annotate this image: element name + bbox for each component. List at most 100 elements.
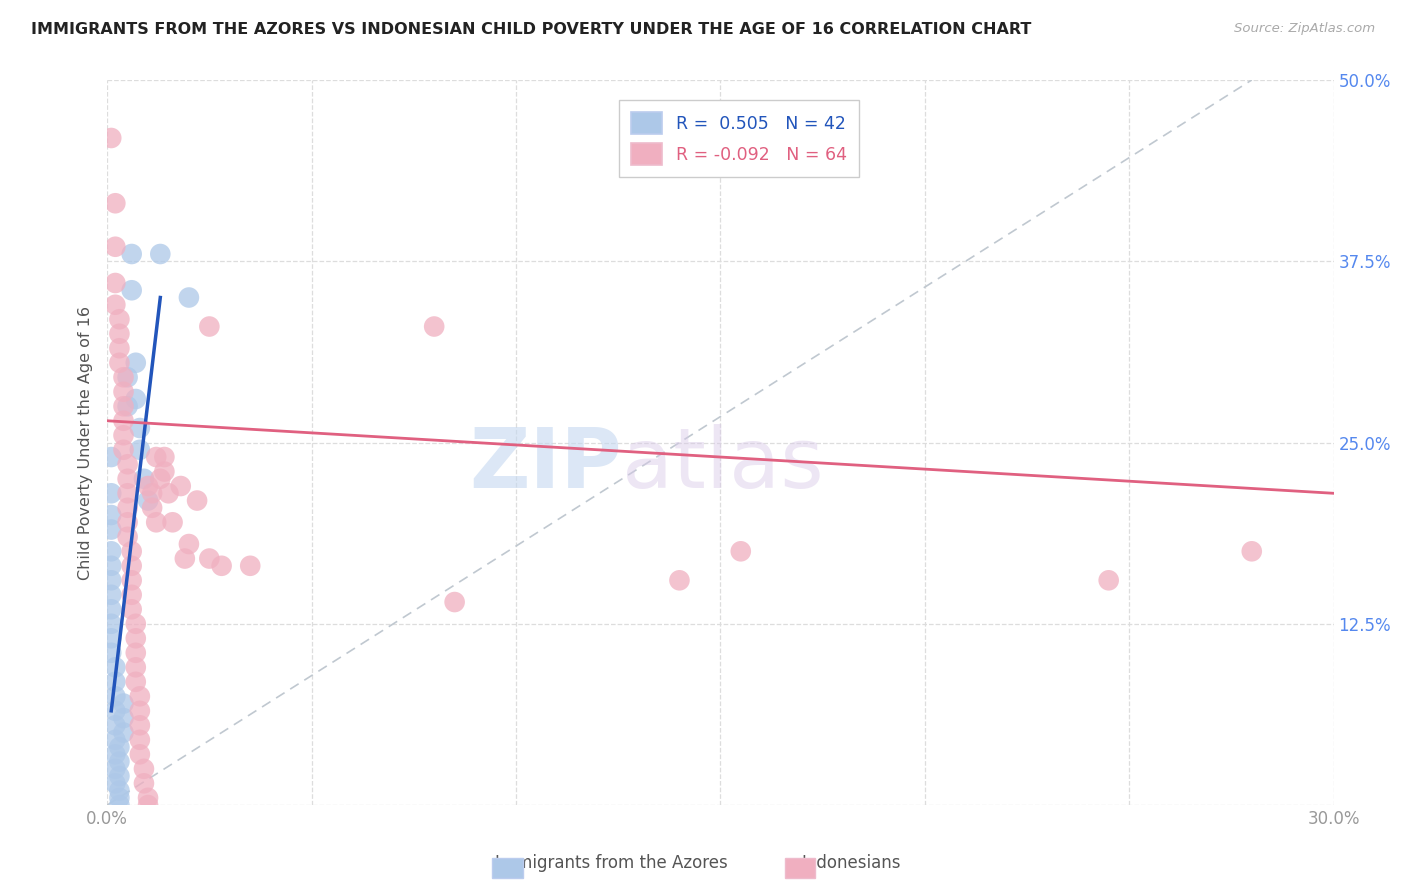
Point bbox=[121, 588, 143, 602]
Point bbox=[100, 486, 122, 500]
Point bbox=[117, 399, 139, 413]
Point bbox=[112, 414, 135, 428]
Point bbox=[112, 370, 135, 384]
Point bbox=[112, 384, 135, 399]
Point bbox=[125, 674, 148, 689]
Y-axis label: Child Poverty Under the Age of 16: Child Poverty Under the Age of 16 bbox=[79, 306, 93, 580]
Point bbox=[125, 660, 148, 674]
Point bbox=[108, 312, 131, 326]
Point bbox=[121, 283, 143, 297]
Point bbox=[125, 392, 148, 406]
Point bbox=[104, 718, 127, 732]
Point bbox=[186, 493, 208, 508]
Point bbox=[100, 544, 122, 558]
Point bbox=[104, 776, 127, 790]
Point bbox=[100, 616, 122, 631]
Point bbox=[112, 725, 135, 739]
Point bbox=[668, 574, 690, 588]
Point bbox=[104, 762, 127, 776]
Point bbox=[132, 762, 155, 776]
Point bbox=[100, 558, 122, 573]
Point bbox=[153, 465, 176, 479]
Point bbox=[141, 486, 163, 500]
Point bbox=[145, 516, 167, 530]
Point bbox=[108, 326, 131, 341]
Point bbox=[136, 798, 159, 813]
Point bbox=[121, 558, 143, 573]
Point bbox=[117, 500, 139, 515]
Point bbox=[112, 442, 135, 457]
Point bbox=[177, 537, 200, 551]
Point bbox=[141, 500, 163, 515]
Point bbox=[117, 370, 139, 384]
Point bbox=[128, 442, 150, 457]
Point bbox=[100, 508, 122, 522]
Point bbox=[136, 493, 159, 508]
Point bbox=[104, 732, 127, 747]
Point bbox=[104, 747, 127, 762]
Point bbox=[132, 472, 155, 486]
Point bbox=[125, 356, 148, 370]
Point bbox=[121, 544, 143, 558]
Text: IMMIGRANTS FROM THE AZORES VS INDONESIAN CHILD POVERTY UNDER THE AGE OF 16 CORRE: IMMIGRANTS FROM THE AZORES VS INDONESIAN… bbox=[31, 22, 1032, 37]
Point bbox=[117, 530, 139, 544]
Point bbox=[173, 551, 195, 566]
Point bbox=[104, 704, 127, 718]
Point bbox=[170, 479, 193, 493]
Point bbox=[104, 690, 127, 704]
Point bbox=[104, 276, 127, 290]
Point bbox=[145, 450, 167, 464]
Point bbox=[1098, 574, 1121, 588]
Point bbox=[121, 602, 143, 616]
Point bbox=[128, 732, 150, 747]
Point bbox=[149, 472, 172, 486]
Point bbox=[108, 341, 131, 355]
Point bbox=[125, 616, 148, 631]
Point bbox=[100, 131, 122, 145]
Point bbox=[128, 718, 150, 732]
Point bbox=[443, 595, 465, 609]
Point bbox=[239, 558, 262, 573]
Point bbox=[128, 421, 150, 435]
Legend: R =  0.505   N = 42, R = -0.092   N = 64: R = 0.505 N = 42, R = -0.092 N = 64 bbox=[619, 100, 859, 178]
Point bbox=[128, 747, 150, 762]
Point bbox=[157, 486, 180, 500]
Point bbox=[104, 660, 127, 674]
Point bbox=[149, 247, 172, 261]
Point bbox=[121, 574, 143, 588]
Point bbox=[104, 240, 127, 254]
Point bbox=[104, 196, 127, 211]
Point bbox=[108, 783, 131, 797]
Point bbox=[128, 690, 150, 704]
Point bbox=[100, 450, 122, 464]
Point bbox=[117, 516, 139, 530]
Point bbox=[104, 674, 127, 689]
Point bbox=[108, 769, 131, 783]
Point bbox=[121, 247, 143, 261]
Point bbox=[1240, 544, 1263, 558]
Point bbox=[100, 632, 122, 646]
Point bbox=[730, 544, 752, 558]
Point bbox=[100, 574, 122, 588]
Point bbox=[162, 516, 184, 530]
Point bbox=[100, 588, 122, 602]
Text: Immigrants from the Azores: Immigrants from the Azores bbox=[495, 855, 728, 872]
Point bbox=[117, 472, 139, 486]
Point bbox=[108, 798, 131, 813]
Point bbox=[117, 486, 139, 500]
Point bbox=[198, 319, 221, 334]
Text: Indonesians: Indonesians bbox=[801, 855, 900, 872]
Point bbox=[108, 740, 131, 755]
Point bbox=[100, 602, 122, 616]
Point bbox=[100, 646, 122, 660]
Point bbox=[104, 298, 127, 312]
Point bbox=[108, 755, 131, 769]
Point bbox=[112, 697, 135, 711]
Point bbox=[128, 704, 150, 718]
Point bbox=[125, 646, 148, 660]
Point bbox=[423, 319, 446, 334]
Point bbox=[153, 450, 176, 464]
Point bbox=[198, 551, 221, 566]
Text: atlas: atlas bbox=[623, 424, 824, 505]
Text: Source: ZipAtlas.com: Source: ZipAtlas.com bbox=[1234, 22, 1375, 36]
